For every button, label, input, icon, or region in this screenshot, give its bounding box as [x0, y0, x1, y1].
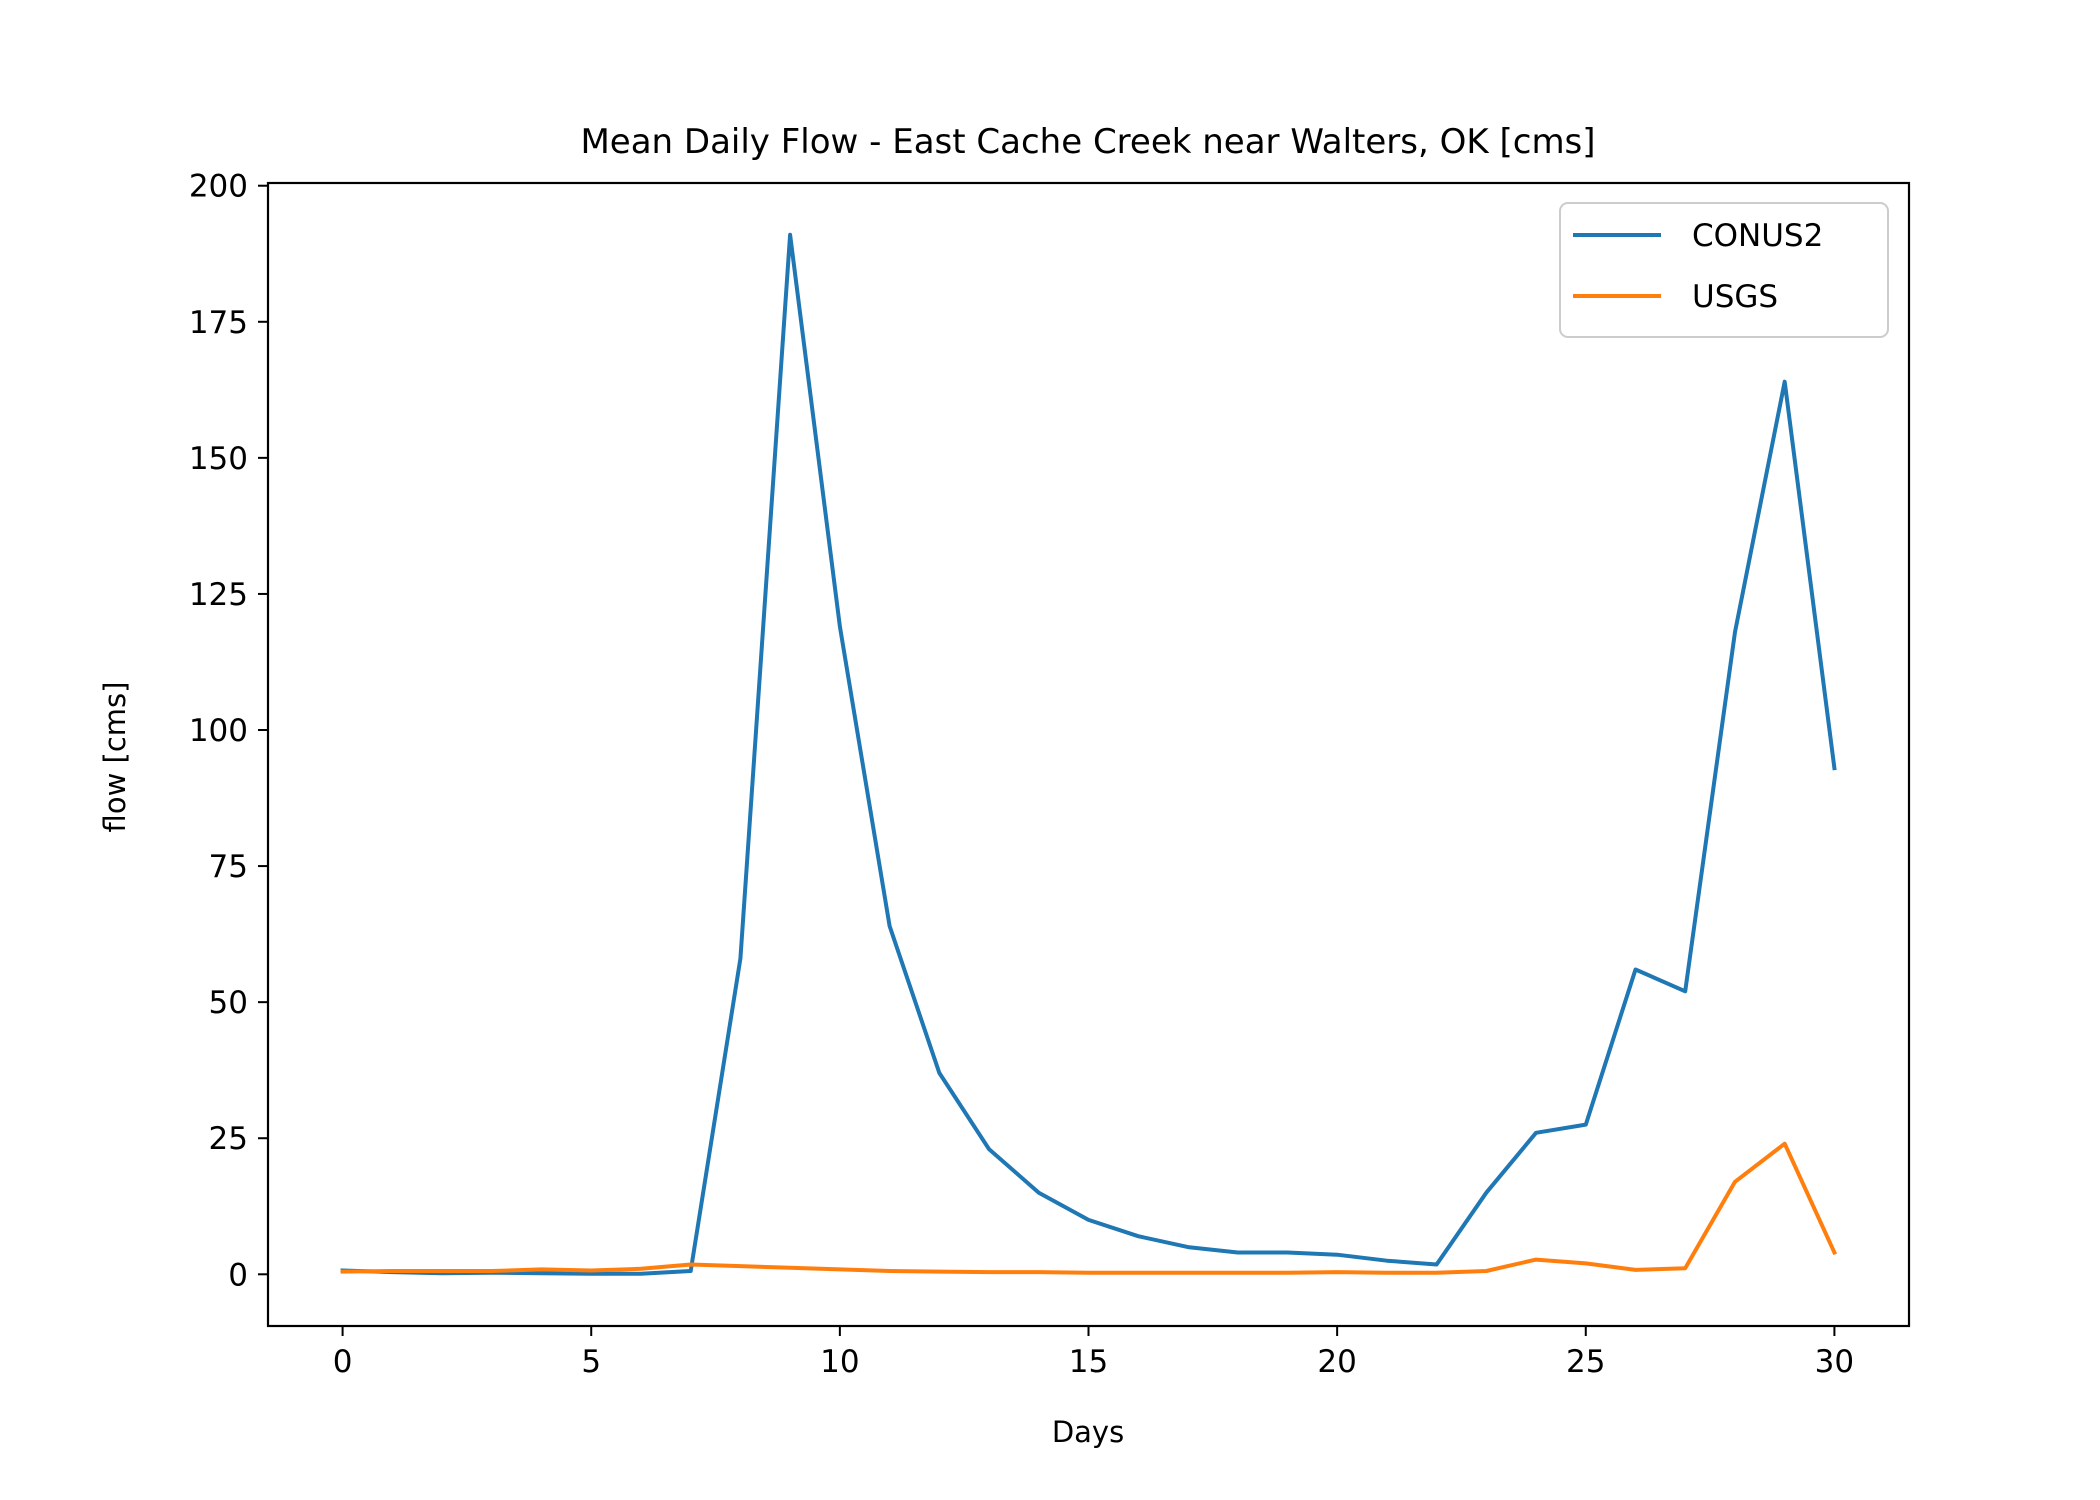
- y-tick-label: 75: [209, 849, 248, 885]
- y-tick-label: 125: [189, 577, 248, 613]
- y-tick-label: 150: [189, 441, 248, 477]
- legend: CONUS2 USGS: [1559, 202, 1889, 338]
- y-axis-label: flow [cms]: [98, 682, 132, 833]
- x-axis-label: Days: [1052, 1415, 1124, 1449]
- x-tick-label: 15: [1069, 1344, 1108, 1380]
- y-tick-label: 175: [189, 305, 248, 341]
- series-line-usgs: [340, 1141, 1838, 1275]
- x-tick-label: 25: [1566, 1344, 1605, 1380]
- x-tick-label: 0: [333, 1344, 353, 1380]
- y-tick-label: 200: [189, 169, 248, 205]
- y-ticks: 0 25 50 75 100 125 150 175 200: [189, 169, 268, 1293]
- plot-frame: [266, 181, 1911, 1328]
- x-tick-label: 20: [1317, 1344, 1356, 1380]
- y-tick-label: 0: [228, 1257, 248, 1293]
- y-tick-label: 50: [209, 985, 248, 1021]
- chart-title: Mean Daily Flow - East Cache Creek near …: [580, 122, 1595, 162]
- x-tick-label: 5: [581, 1344, 601, 1380]
- y-tick-label: 100: [189, 713, 248, 749]
- series-line-conus2: [340, 232, 1837, 1276]
- x-tick-label: 10: [820, 1344, 859, 1380]
- y-tick-label: 25: [209, 1121, 248, 1157]
- legend-label-usgs: USGS: [1692, 279, 1778, 315]
- x-tick-label: 30: [1815, 1344, 1854, 1380]
- legend-label-conus2: CONUS2: [1692, 218, 1823, 254]
- series-layer: [340, 232, 1838, 1276]
- x-ticks: 0 5 10 15 20 25 30: [333, 1326, 1854, 1380]
